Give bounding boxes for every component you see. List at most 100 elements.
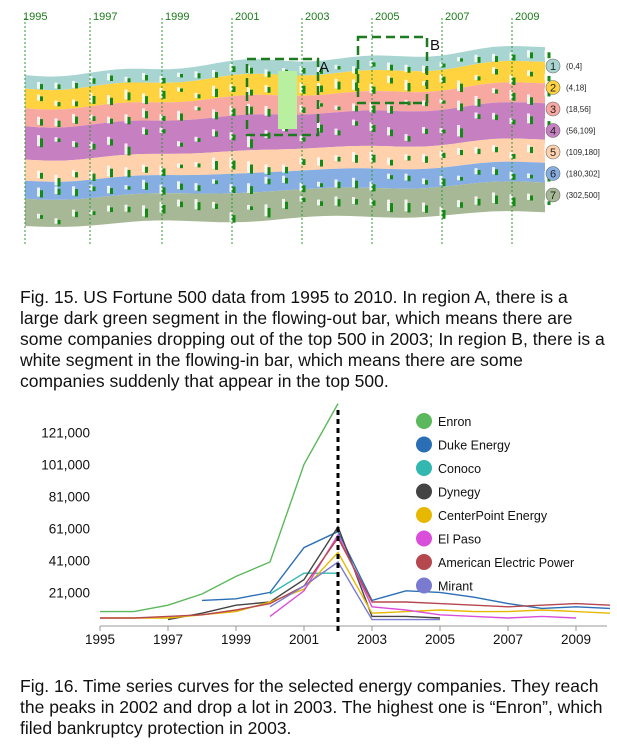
x-tick-label: 2009 (561, 632, 591, 647)
flow-in-bar (457, 148, 460, 155)
flow-in-bar (369, 198, 373, 206)
flow-out-bar (477, 148, 481, 155)
flow-in-bar (247, 204, 250, 210)
flow-out-bar (477, 114, 481, 120)
flow-out-bar (407, 66, 411, 73)
flow-out-bar (127, 186, 131, 190)
flow-in-bar (282, 126, 285, 132)
legend-range: (4,18] (566, 84, 586, 93)
flow-out-bar (40, 119, 43, 126)
flow-in-bar (159, 127, 163, 133)
flow-out-bar (145, 166, 148, 173)
flow-in-bar (89, 184, 93, 191)
flow-in-bar (89, 93, 93, 103)
flow-out-bar (40, 84, 43, 90)
figure-15-caption: Fig. 15. US Fortune 500 data from 1995 t… (20, 287, 605, 391)
flow-out-bar (215, 72, 218, 78)
flow-in-bar (492, 192, 495, 203)
series-line-6 (100, 536, 611, 619)
flow-in-bar (334, 105, 338, 110)
flow-out-bar (355, 105, 358, 112)
flow-in-bar (457, 80, 460, 92)
flow-in-bar (54, 218, 58, 224)
flow-out-bar (320, 159, 323, 167)
flow-out-bar (57, 219, 61, 225)
flow-out-bar (425, 156, 428, 163)
flow-out-bar (495, 114, 498, 121)
flow-out-bar (407, 136, 411, 142)
flow-out-bar (92, 211, 96, 216)
legend-swatch-6 (545, 166, 561, 181)
flow-in-bar (37, 170, 40, 179)
flow-out-bar (232, 160, 236, 170)
legend-label: Duke Energy (438, 439, 511, 453)
flow-in-bar (317, 199, 320, 206)
flow-in-bar (387, 173, 390, 179)
flow-in-bar (264, 204, 268, 217)
flow-in-bar (492, 87, 495, 94)
flow-out-bar (372, 154, 376, 163)
flow-out-bar (250, 186, 253, 194)
flow-in-bar (229, 212, 233, 222)
flow-in-bar (124, 185, 128, 190)
flow-in-bar (334, 128, 338, 135)
flow-in-bar (422, 202, 425, 212)
flow-out-bar (250, 206, 253, 211)
flow-out-bar (372, 105, 376, 114)
flow-in-bar (334, 78, 338, 89)
legend-marker-6 (416, 554, 432, 570)
flow-in-bar (352, 119, 355, 126)
flow-in-bar (317, 67, 320, 74)
flow-out-bar (407, 155, 411, 161)
flow-out-bar (337, 156, 341, 162)
x-tick-label: 1999 (221, 632, 251, 647)
series-line-0 (100, 403, 339, 613)
flow-out-bar (145, 111, 148, 119)
flow-in-bar (37, 94, 40, 101)
series-line-1 (201, 530, 611, 610)
flow-out-bar (110, 75, 113, 82)
flow-out-bar (390, 159, 393, 166)
energy-timeseries-chart: 21,000 41,000 61,000 81,000 101,000 121,000 1… (41, 403, 611, 647)
flow-out-bar (162, 168, 166, 177)
y-tick-label: 61,000 (49, 521, 90, 536)
flow-out-bar (162, 116, 166, 121)
legend-swatch-4 (545, 123, 561, 138)
legend-number: 5 (550, 147, 556, 159)
flow-in-bar (247, 87, 250, 95)
flow-in-bar (474, 54, 478, 63)
flow-out-bar (92, 186, 96, 192)
year-label: 2009 (515, 11, 539, 23)
flow-out-bar (215, 131, 218, 137)
flow-in-bar (527, 50, 530, 58)
flow-out-bar (110, 207, 113, 213)
flow-in-bar (194, 92, 198, 98)
flow-out-bar (285, 166, 288, 174)
flow-in-bar (89, 209, 93, 215)
flow-out-bar (460, 83, 463, 93)
flow-in-bar (142, 164, 145, 173)
flow-in-bar (72, 80, 75, 88)
flow-in-bar (247, 135, 250, 148)
flow-in-bar (107, 136, 110, 145)
x-axis: 1995 1997 1999 2001 2003 2005 2007 2009 (85, 625, 607, 647)
legend-range: (109,180] (566, 148, 600, 157)
flow-out-bar (425, 128, 428, 135)
flow-in-bar (212, 201, 215, 209)
flow-in-bar (474, 146, 478, 154)
flow-in-bar (352, 66, 355, 74)
flow-out-bar (232, 86, 236, 92)
flow-in-bar (457, 100, 460, 111)
flow-out-bar (40, 138, 43, 148)
flow-in-bar (492, 167, 495, 175)
flow-out-bar (530, 116, 533, 125)
flow-out-bar (57, 84, 61, 90)
flow-in-bar (527, 144, 530, 153)
flow-out-bar (162, 129, 166, 134)
flow-in-bar (509, 52, 513, 60)
flow-in-bar (544, 50, 548, 58)
flow-out-bar (495, 56, 498, 63)
y-tick-label: 81,000 (49, 489, 90, 504)
flow-out-bar (127, 92, 131, 101)
flow-in-bar (124, 204, 128, 212)
